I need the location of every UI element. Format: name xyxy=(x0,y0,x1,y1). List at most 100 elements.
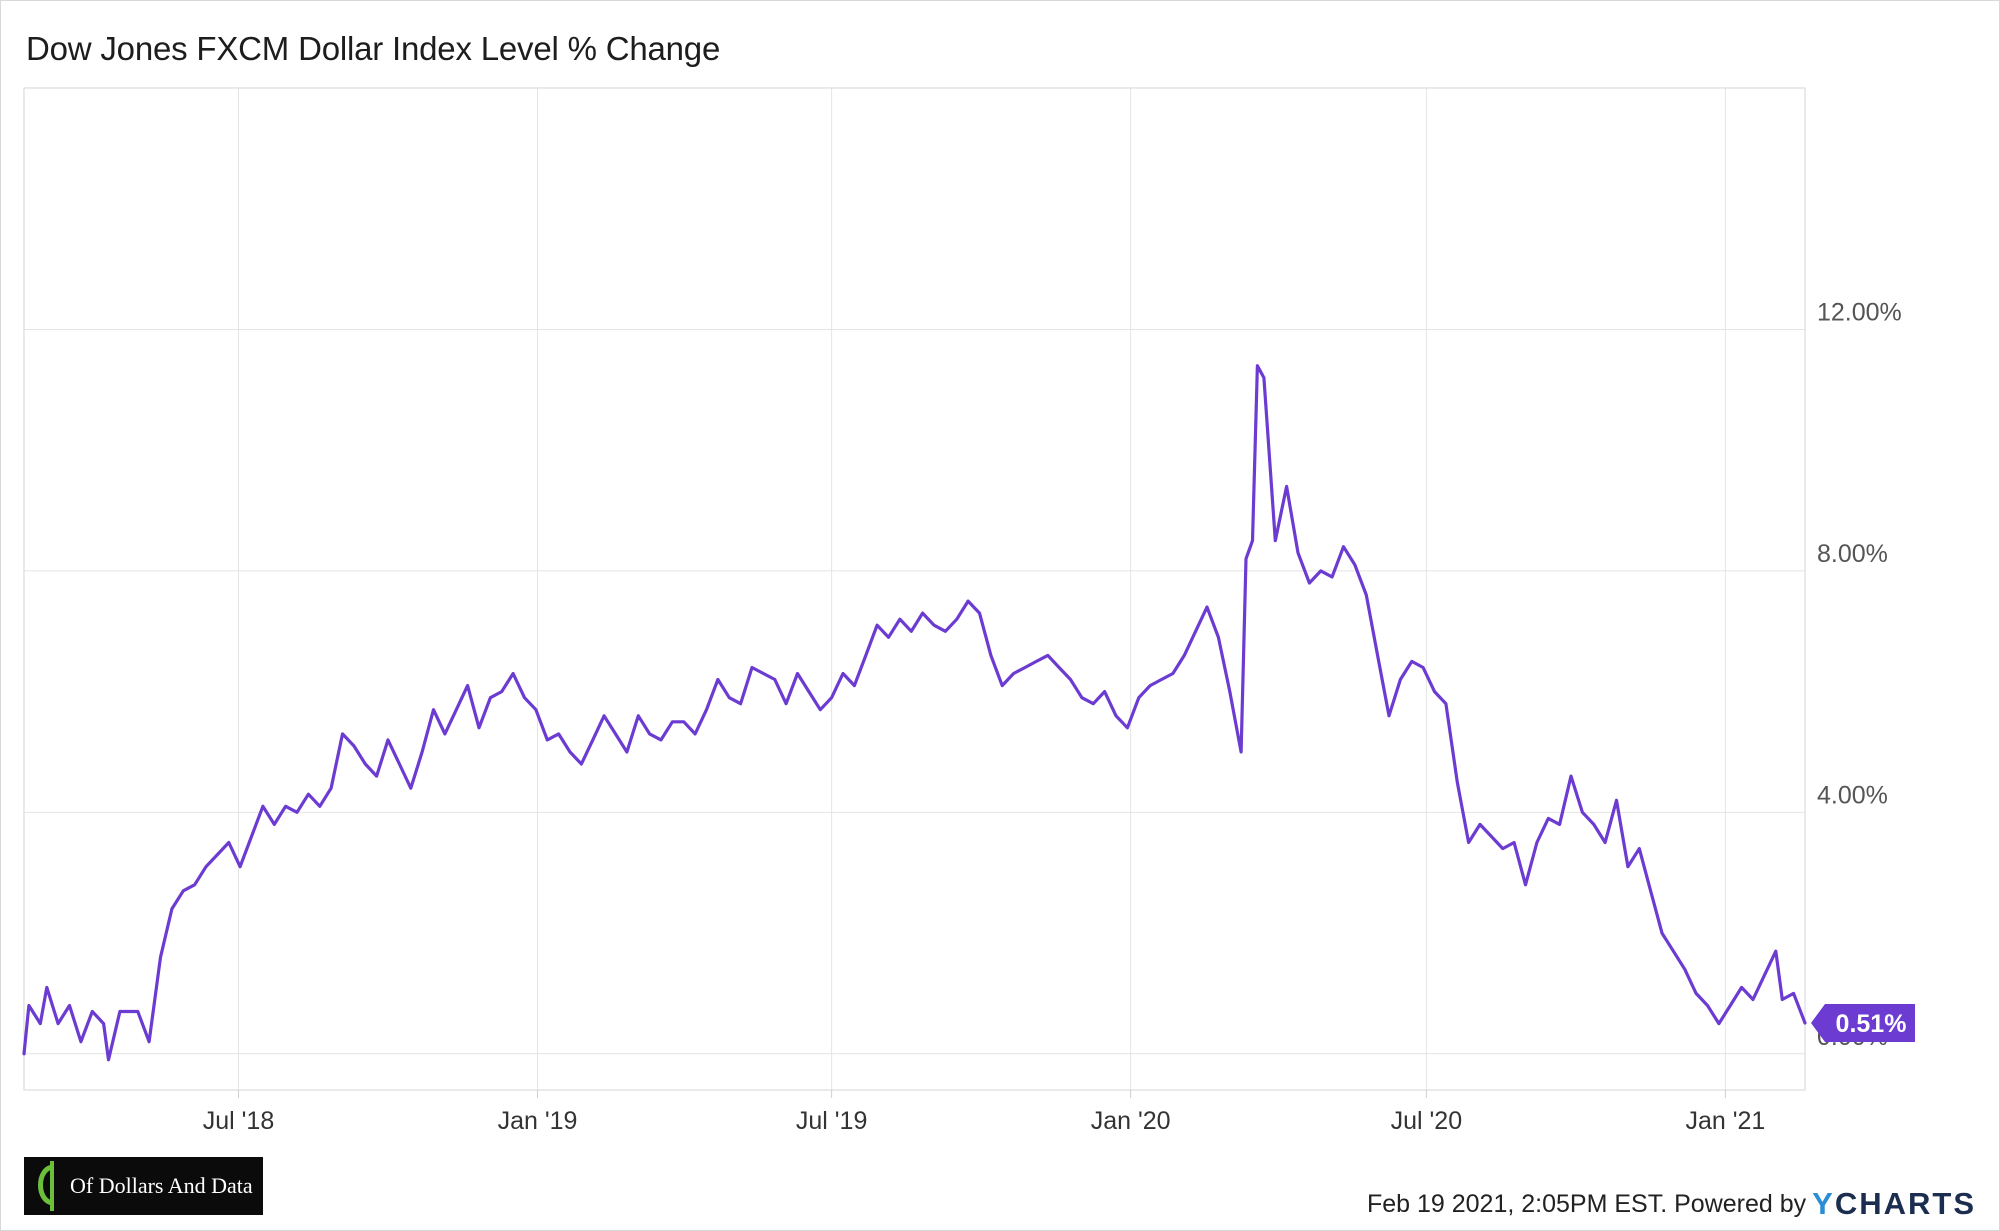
data-point xyxy=(250,835,253,838)
data-point xyxy=(1410,660,1413,663)
data-point xyxy=(1467,841,1470,844)
data-point xyxy=(1263,376,1265,379)
data-point xyxy=(637,714,640,717)
data-point xyxy=(933,624,935,627)
data-point xyxy=(762,672,765,675)
data-point xyxy=(1024,666,1026,669)
data-point xyxy=(296,811,298,814)
data-point xyxy=(1490,835,1493,838)
data-point xyxy=(1792,992,1795,995)
data-point xyxy=(773,678,776,681)
data-point xyxy=(1103,690,1106,693)
data-point xyxy=(1513,841,1515,844)
logo: Of Dollars And Data xyxy=(24,1157,263,1215)
data-point xyxy=(1524,883,1527,886)
data-point xyxy=(45,986,48,989)
data-point xyxy=(387,739,389,741)
timestamp: Feb 19 2021, 2:05PM EST. xyxy=(1366,1189,1668,1218)
data-point xyxy=(1763,974,1766,977)
data-point xyxy=(1433,690,1436,693)
data-point xyxy=(1092,702,1095,705)
data-point xyxy=(159,956,162,959)
data-point xyxy=(330,787,332,790)
data-point xyxy=(1217,636,1220,639)
data-point xyxy=(569,751,571,753)
x-tick-label: Jul '20 xyxy=(1391,1107,1462,1135)
data-point xyxy=(1445,702,1447,705)
brand-y: Y xyxy=(1812,1186,1835,1221)
data-point xyxy=(341,733,344,735)
data-point xyxy=(978,612,981,614)
data-point xyxy=(705,708,708,711)
data-point xyxy=(944,630,947,633)
data-point xyxy=(1012,672,1015,675)
data-point xyxy=(1683,968,1686,971)
data-point xyxy=(1695,992,1697,995)
y-tick-label: 8.00% xyxy=(1817,540,1888,568)
data-point xyxy=(1274,539,1277,542)
data-point xyxy=(546,739,549,741)
data-point xyxy=(182,889,185,892)
data-point xyxy=(23,1052,25,1055)
logo-text: Of Dollars And Data xyxy=(70,1173,253,1198)
data-point xyxy=(853,684,856,687)
data-point xyxy=(1251,539,1254,542)
data-point xyxy=(1256,364,1259,367)
data-point xyxy=(1501,847,1504,850)
data-point xyxy=(1752,998,1754,1001)
plot-border xyxy=(23,87,1806,1091)
data-point xyxy=(1183,654,1186,657)
data-point xyxy=(1285,485,1288,488)
data-point xyxy=(1604,841,1606,844)
data-point xyxy=(785,702,787,705)
data-point xyxy=(1308,582,1311,584)
data-point xyxy=(842,672,844,675)
data-point xyxy=(1536,841,1538,844)
data-point xyxy=(107,1058,110,1061)
data-point xyxy=(102,1022,105,1025)
logo-mark-icon xyxy=(24,1157,68,1215)
data-point xyxy=(808,690,810,693)
data-point xyxy=(455,708,458,711)
data-point xyxy=(1046,654,1049,657)
data-point xyxy=(1319,570,1322,572)
data-point xyxy=(353,745,355,747)
data-point xyxy=(136,1010,139,1013)
data-point xyxy=(603,714,605,717)
data-point xyxy=(1228,690,1231,693)
x-tick-label: Jan '21 xyxy=(1685,1107,1765,1135)
data-point xyxy=(1592,823,1595,826)
x-tick-label: Jul '18 xyxy=(203,1107,274,1135)
data-point xyxy=(557,733,560,735)
data-point xyxy=(580,763,583,765)
data-point xyxy=(398,763,401,765)
data-point xyxy=(28,1004,30,1007)
data-point xyxy=(57,1022,59,1025)
data-point xyxy=(273,823,276,826)
data-point xyxy=(523,696,526,699)
data-point xyxy=(1399,678,1402,681)
brand-rest: CHARTS xyxy=(1834,1186,1976,1221)
data-point xyxy=(887,636,890,639)
data-point xyxy=(671,720,674,723)
ycharts-logo[interactable]: YCHARTS xyxy=(1812,1186,1976,1222)
data-point xyxy=(1172,672,1174,675)
data-point xyxy=(591,739,594,741)
data-point xyxy=(1376,654,1379,657)
data-point xyxy=(1558,823,1561,826)
data-point xyxy=(1194,630,1197,633)
data-point xyxy=(1627,865,1629,868)
data-point xyxy=(1718,1022,1720,1025)
last-value-flag xyxy=(1811,1003,1915,1042)
series-line xyxy=(22,364,1807,1062)
data-point xyxy=(1001,684,1004,687)
data-point xyxy=(239,865,242,868)
data-point xyxy=(119,1010,121,1013)
data-point xyxy=(1035,660,1038,663)
data-point xyxy=(444,733,446,735)
data-point xyxy=(91,1010,94,1013)
data-point xyxy=(318,805,321,808)
data-point xyxy=(1354,564,1356,566)
data-point xyxy=(1581,811,1584,814)
data-point xyxy=(967,600,969,602)
